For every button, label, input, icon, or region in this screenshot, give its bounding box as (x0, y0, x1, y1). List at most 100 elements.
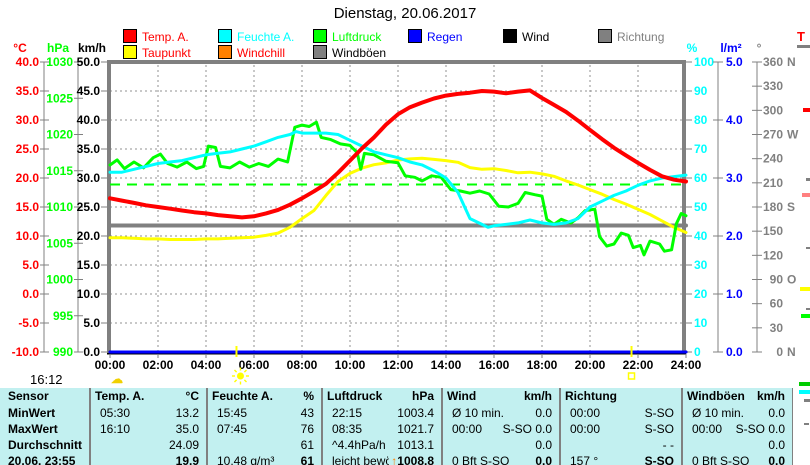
sunrise-sun-ray (243, 379, 247, 383)
axis-tick-label: 30.0 (16, 113, 40, 127)
legend-item-richtung: Richtung (598, 29, 664, 44)
legend-item-windb-en: Windböen (313, 45, 387, 60)
x-axis-label: 00:00 (95, 358, 126, 372)
cell-label: Luftdruck (327, 389, 383, 403)
cell-label: 07:45 (217, 422, 248, 436)
table-cell: Luftdruck hPa (322, 388, 442, 405)
right-panel-value-mark (806, 308, 810, 310)
cell-label: 00:00 (692, 422, 723, 436)
cell-value: S-SO 0.0 (733, 421, 785, 437)
cell-label: 16:10 (100, 422, 131, 436)
legend-swatch-taupunkt (123, 45, 137, 59)
table-cell: Wind km/h (442, 388, 560, 405)
axis-tick-label: 40.0 (16, 55, 40, 69)
axis-tick-label: 25.0 (16, 142, 40, 156)
cell-value: 0.0 (533, 453, 552, 465)
table-cell: leicht bewölkt ↑1008.8 (322, 453, 442, 465)
cell-value: 0.0 (766, 437, 785, 453)
axis-tick-label: 360 (763, 55, 783, 69)
legend-item-feuchte-a: Feuchte A. (218, 29, 295, 44)
sunrise-sun-ray (233, 369, 238, 373)
axis-tick-label: -10.0 (12, 345, 40, 359)
axis-tick-label: 10.0 (16, 229, 40, 243)
cell-value: °C (183, 388, 199, 405)
legend-item-wind: Wind (503, 29, 550, 44)
axis-tick-label: 15.0 (16, 200, 40, 214)
cell-label: 15:45 (217, 406, 248, 420)
axis-tick-label: 1025 (46, 91, 73, 105)
table-cell: 157 ° S-SO (560, 453, 682, 465)
legend-label: Feuchte A. (237, 30, 295, 44)
axis-tick-label: 1030 (46, 55, 73, 69)
x-axis-label: 12:00 (383, 358, 414, 372)
axis-tick-label: 1020 (46, 128, 73, 142)
x-axis-label: 18:00 (527, 358, 558, 372)
axis-tick-label: 40.0 (77, 113, 101, 127)
table-cell: MinWert (0, 405, 90, 421)
right-panel-value-mark (799, 390, 810, 394)
right-panel-value-mark (800, 287, 810, 291)
axis-tick-label: -5.0 (18, 316, 39, 330)
x-axis-label: 10:00 (335, 358, 366, 372)
trend-up-arrow-icon: ↑ (391, 454, 398, 465)
cell-value: 13.2 (173, 405, 199, 421)
x-axis-label: 06:00 (239, 358, 270, 372)
axis-unit-: % (687, 41, 698, 55)
axis-tick-label: 210 (763, 176, 783, 190)
table-column-divider (559, 388, 561, 465)
summary-table: Sensor Temp. A. °C Feuchte A.% Luftdruck hPa W… (0, 388, 793, 465)
axis-tick-suffix: O (787, 273, 796, 287)
right-panel-value-mark (806, 247, 810, 249)
cell-label: 00:00 (452, 422, 483, 436)
table-column-divider (441, 388, 443, 465)
right-panel-value-mark (799, 382, 810, 386)
sunrise-sun-icon (236, 372, 244, 380)
table-row: MinWert 05:30 13.2 15:45 43 22:15 1003.4 Ø 10 m… (0, 405, 793, 421)
legend-item-luftdruck: Luftdruck (313, 29, 381, 44)
table-cell: 0 Bft S-SO 0.0 (442, 453, 560, 465)
cell-value: ↑1008.8 (389, 453, 434, 465)
series-temp-a (108, 88, 688, 220)
legend-label: Wind (522, 30, 550, 44)
axis-tick-label: 990 (53, 345, 73, 359)
table-cell: Feuchte A.% (207, 388, 322, 405)
x-axis-line (107, 353, 686, 355)
axis-tick-label: 20.0 (16, 171, 40, 185)
table-cell: Ø 10 min. 0.0 (442, 405, 560, 421)
legend-item-taupunkt: Taupunkt (123, 45, 191, 60)
table-row: MaxWert 16:10 35.0 07:45 76 08:35 1021.7 00:00 S… (0, 421, 793, 437)
axis-tick-label: 150 (763, 224, 783, 238)
cell-value: 24.09 (166, 437, 199, 453)
axis-tick-label: 90 (694, 84, 708, 98)
legend-swatch-windchill (218, 45, 232, 59)
axis-unit-l-m: l/m² (720, 41, 741, 55)
legend-swatch-regen (408, 29, 422, 43)
sunrise-sun-ray (233, 379, 238, 383)
table-cell: 15:45 43 (207, 405, 322, 421)
cell-value: 1013.1 (395, 437, 434, 453)
legend-label: Windböen (332, 46, 387, 60)
cell-label: 0 Bft S-SO (692, 454, 750, 465)
axis-tick-label: 270 (763, 128, 783, 142)
axis-tick-label: 10 (694, 316, 708, 330)
series-feuchte-a (108, 130, 688, 229)
table-cell: 08:35 1021.7 (322, 421, 442, 437)
table-cell: 20.06. 23:55 (0, 453, 90, 465)
axis-tick-label: 45.0 (77, 84, 101, 98)
axis-tick-label: 30 (694, 258, 708, 272)
legend-label: Windchill (237, 46, 286, 60)
table-cell: 0 Bft S-SO 0.0 (682, 453, 793, 465)
table-cell: 07:45 76 (207, 421, 322, 437)
right-panel-value-mark (801, 314, 810, 318)
axis-tick-label: 1005 (46, 236, 73, 250)
table-cell: ^4.4hPa/h 1013.1 (322, 437, 442, 453)
right-panel-value-mark (806, 178, 810, 181)
axis-tick-label: 80 (694, 113, 708, 127)
cell-value: 61 (298, 437, 314, 453)
axis-tick-label: 35.0 (16, 84, 40, 98)
cell-label: Windböen (687, 389, 745, 403)
series-taupunkt (108, 156, 688, 241)
axis-unit-km-h: km/h (78, 41, 106, 55)
right-panel-value-mark (804, 423, 809, 425)
table-cell: 0.0 (682, 437, 793, 453)
